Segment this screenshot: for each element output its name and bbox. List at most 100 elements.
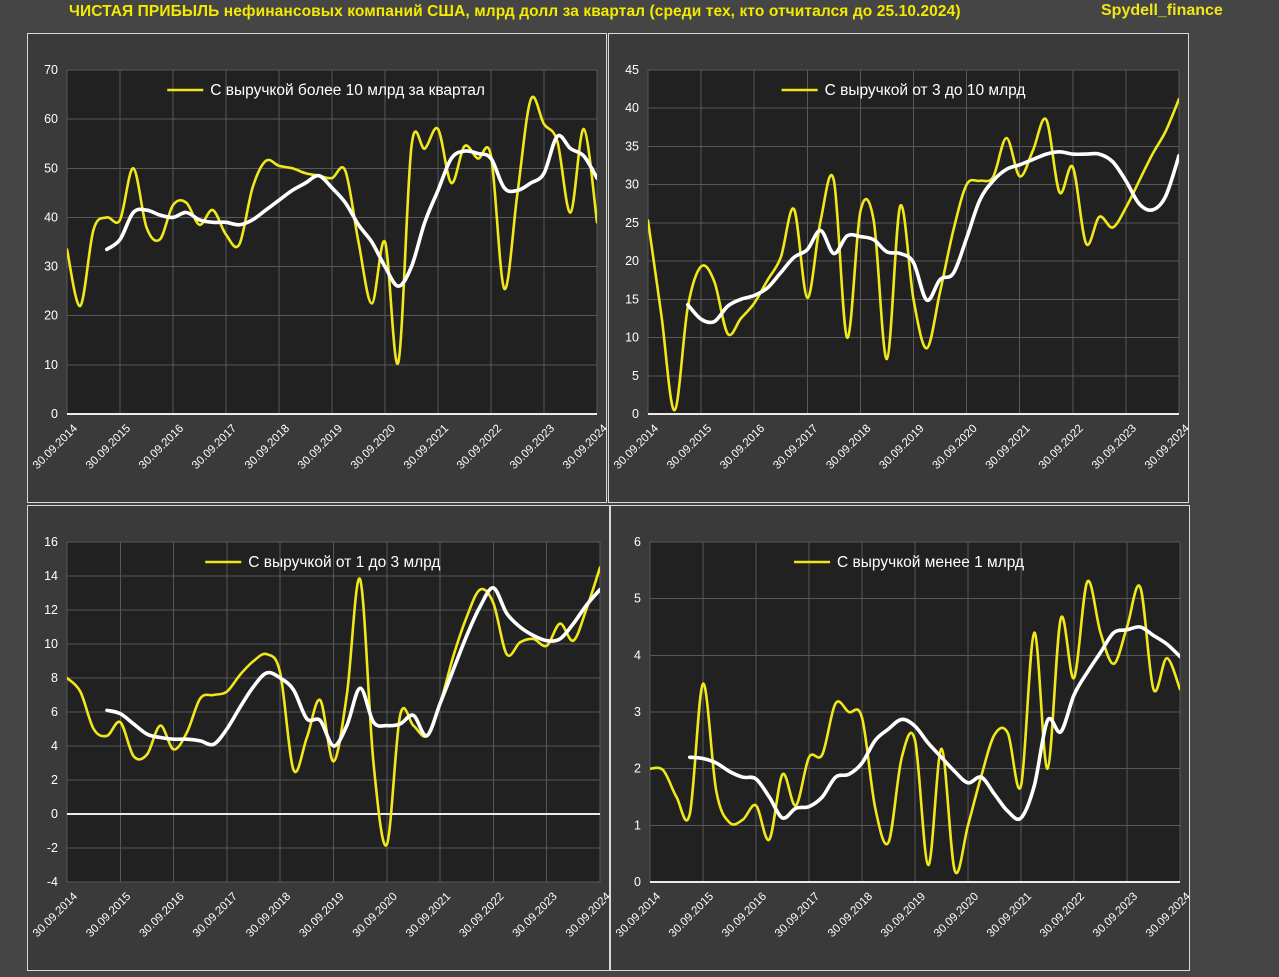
white-smoothed-line — [688, 625, 1180, 822]
svg-text:30.09.2024: 30.09.2024 — [1144, 890, 1189, 940]
svg-text:10: 10 — [44, 358, 58, 372]
svg-text:5: 5 — [634, 592, 641, 606]
yellow-quarterly-line — [650, 579, 1180, 875]
svg-text:30.09.2022: 30.09.2022 — [1037, 423, 1086, 472]
legend: С выручкой более 10 млрд за квартал — [167, 82, 485, 99]
svg-text:30.09.2023: 30.09.2023 — [1090, 423, 1139, 472]
svg-text:6: 6 — [634, 535, 641, 549]
x-axis-labels: 30.09.2014 30.09.2015 30.09.2016 30.09.2017… — [31, 422, 606, 472]
yellow-quarterly-line — [648, 97, 1179, 412]
white-smoothed-line — [105, 133, 597, 288]
svg-text:30.09.2017: 30.09.2017 — [771, 423, 820, 472]
svg-text:15: 15 — [625, 292, 639, 306]
svg-text:10: 10 — [625, 331, 639, 345]
chart-panel-revenue-1-to-3bln: -4 -2 0 2 4 6 8 10 12 14 16 30.09.2014 30.09.2015 30.… — [27, 505, 610, 971]
svg-text:30.09.2023: 30.09.2023 — [1091, 891, 1140, 940]
svg-text:30.09.2021: 30.09.2021 — [404, 891, 453, 940]
svg-text:2: 2 — [634, 762, 641, 776]
svg-text:30.09.2018: 30.09.2018 — [244, 891, 293, 940]
chart-panel-revenue-under-1bln: 0 1 2 3 4 5 6 30.09.2014 30.09.2015 30.09.2016 30.… — [610, 505, 1190, 971]
svg-text:30.09.2014: 30.09.2014 — [31, 890, 81, 940]
svg-text:35: 35 — [625, 139, 639, 153]
svg-text:0: 0 — [632, 407, 639, 421]
svg-text:30.09.2021: 30.09.2021 — [985, 891, 1034, 940]
svg-text:30.09.2015: 30.09.2015 — [667, 891, 716, 940]
yellow-quarterly-line — [67, 566, 600, 847]
svg-text:30.09.2016: 30.09.2016 — [138, 891, 187, 940]
svg-text:8: 8 — [51, 671, 58, 685]
svg-text:30.09.2018: 30.09.2018 — [826, 891, 875, 940]
svg-text:20: 20 — [625, 254, 639, 268]
svg-text:30: 30 — [44, 260, 58, 274]
series-lines — [650, 579, 1180, 875]
legend: С выручкой менее 1 млрд — [794, 554, 1024, 571]
svg-text:30.09.2016: 30.09.2016 — [718, 423, 767, 472]
svg-text:30.09.2016: 30.09.2016 — [720, 891, 769, 940]
svg-text:30.09.2023: 30.09.2023 — [511, 891, 560, 940]
svg-text:5: 5 — [632, 369, 639, 383]
legend-label: С выручкой более 10 млрд за квартал — [210, 82, 485, 99]
svg-text:30.09.2022: 30.09.2022 — [1038, 891, 1087, 940]
legend: С выручкой от 3 до 10 млрд — [781, 82, 1026, 99]
svg-text:1: 1 — [634, 818, 641, 832]
legend-label: С выручкой менее 1 млрд — [837, 554, 1024, 571]
white-smoothed-line — [105, 586, 600, 748]
svg-text:60: 60 — [44, 112, 58, 126]
svg-text:-4: -4 — [47, 875, 58, 889]
svg-text:30.09.2024: 30.09.2024 — [564, 890, 609, 940]
svg-text:30.09.2023: 30.09.2023 — [508, 423, 557, 472]
x-axis-labels: 30.09.2014 30.09.2015 30.09.2016 30.09.2017… — [612, 422, 1188, 472]
svg-text:4: 4 — [51, 739, 58, 753]
svg-text:30.09.2020: 30.09.2020 — [351, 891, 400, 940]
svg-text:30.09.2017: 30.09.2017 — [191, 891, 240, 940]
series-lines — [648, 97, 1179, 412]
svg-text:16: 16 — [44, 535, 58, 549]
series-lines — [67, 566, 600, 847]
svg-text:14: 14 — [44, 569, 58, 583]
svg-text:40: 40 — [625, 101, 639, 115]
brand-watermark: Spydell_finance — [1101, 2, 1223, 19]
svg-text:30.09.2015: 30.09.2015 — [665, 423, 714, 472]
svg-text:30.09.2015: 30.09.2015 — [84, 423, 133, 472]
series-lines — [67, 95, 597, 365]
svg-text:30.09.2018: 30.09.2018 — [243, 423, 292, 472]
svg-text:50: 50 — [44, 161, 58, 175]
svg-text:30.09.2015: 30.09.2015 — [84, 891, 133, 940]
svg-text:2: 2 — [51, 773, 58, 787]
svg-text:20: 20 — [44, 309, 58, 323]
svg-text:0: 0 — [634, 875, 641, 889]
y-axis-labels: -4 -2 0 2 4 6 8 10 12 14 16 — [44, 535, 58, 889]
x-axis-labels: 30.09.2014 30.09.2015 30.09.2016 30.09.2017… — [31, 890, 609, 940]
svg-text:0: 0 — [51, 807, 58, 821]
svg-text:3: 3 — [634, 705, 641, 719]
legend-label: С выручкой от 1 до 3 млрд — [248, 554, 440, 571]
legend-label: С выручкой от 3 до 10 млрд — [825, 82, 1026, 99]
svg-text:25: 25 — [625, 216, 639, 230]
svg-text:30.09.2020: 30.09.2020 — [932, 891, 981, 940]
page-title: ЧИСТАЯ ПРИБЫЛЬ нефинансовых компаний США… — [69, 3, 961, 20]
y-axis-labels: 0 5 10 15 20 25 30 35 40 45 — [625, 63, 639, 421]
chart-svg-0: 0 10 20 30 40 50 60 70 30.09.2014 30.09.2015 30.09… — [31, 63, 606, 472]
svg-text:30.09.2017: 30.09.2017 — [190, 423, 239, 472]
svg-text:30.09.2019: 30.09.2019 — [877, 423, 926, 472]
svg-text:0: 0 — [51, 407, 58, 421]
svg-text:30.09.2022: 30.09.2022 — [455, 423, 504, 472]
svg-text:45: 45 — [625, 63, 639, 77]
legend: С выручкой от 1 до 3 млрд — [205, 554, 440, 571]
svg-text:30.09.2022: 30.09.2022 — [457, 891, 506, 940]
y-axis-labels: 0 1 2 3 4 5 6 — [634, 535, 641, 889]
svg-text:70: 70 — [44, 63, 58, 77]
svg-text:40: 40 — [44, 210, 58, 224]
svg-text:30.09.2018: 30.09.2018 — [824, 423, 873, 472]
svg-text:30.09.2019: 30.09.2019 — [296, 423, 345, 472]
svg-text:10: 10 — [44, 637, 58, 651]
svg-text:30.09.2020: 30.09.2020 — [349, 423, 398, 472]
svg-text:30.09.2019: 30.09.2019 — [297, 891, 346, 940]
x-axis-labels: 30.09.2014 30.09.2015 30.09.2016 30.09.2017… — [614, 890, 1189, 940]
svg-text:30.09.2024: 30.09.2024 — [561, 422, 606, 472]
svg-text:30.09.2019: 30.09.2019 — [879, 891, 928, 940]
